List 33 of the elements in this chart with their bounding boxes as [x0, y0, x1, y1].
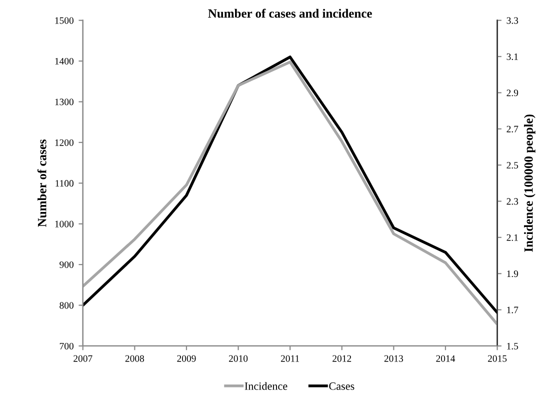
y2-tick-label: 2.1: [506, 234, 518, 241]
y2-tick-label: 2.9: [506, 90, 518, 96]
y-tick-label: 900: [60, 261, 74, 268]
x-tick-label: 2014: [436, 355, 456, 362]
y2-tick-label: 3.3: [506, 17, 518, 24]
y-tick-label: 800: [60, 302, 74, 309]
x-tick-label: 2012: [332, 355, 352, 362]
y2-tick-label: 1.9: [507, 270, 518, 278]
y2-tick-label: 1.7: [507, 306, 518, 314]
x-tick-label: 2010: [228, 355, 248, 362]
y2-tick-label: 2.7: [506, 126, 518, 132]
y-tick-label: 1100: [56, 180, 74, 187]
y-tick-label: 1200: [55, 139, 74, 146]
legend-label: Incidence: [244, 382, 288, 390]
y-tick-label: 1400: [55, 58, 74, 65]
y2-tick-label: 3.1: [506, 53, 518, 60]
y2-tick-label: 2.5: [506, 162, 518, 169]
x-tick-label: 2007: [74, 355, 92, 362]
x-tick-label: 2013: [384, 355, 404, 362]
y-tick-label: 1500: [55, 17, 74, 24]
x-tick-label: 2009: [177, 355, 196, 362]
y2-axis-title: Incidence (100000 people): [524, 114, 536, 252]
y2-tick-label: 1.5: [507, 342, 518, 350]
legend-label: Cases: [329, 382, 354, 390]
x-tick-label: 2015: [488, 355, 507, 362]
y-tick-label: 700: [60, 342, 74, 350]
y-tick-label: 1300: [55, 98, 74, 106]
chart-title: Number of cases and incidence: [208, 8, 372, 18]
x-tick-label: 2008: [125, 355, 144, 362]
y-axis-title: Number of cases: [37, 139, 46, 227]
x-tick-label: 2011: [280, 355, 300, 362]
y-tick-label: 1000: [55, 220, 74, 228]
y2-tick-label: 2.3: [506, 198, 518, 205]
